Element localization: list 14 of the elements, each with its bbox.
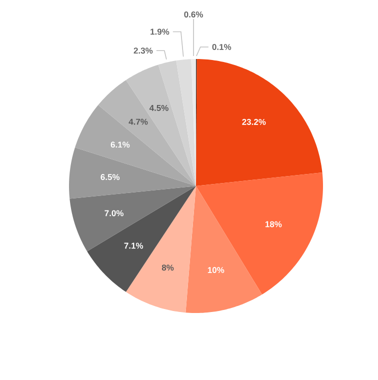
- data-label: 10%: [208, 267, 224, 274]
- data-label: 7.1%: [124, 242, 144, 249]
- data-label: 7.0%: [104, 210, 124, 216]
- data-label: 4.7%: [128, 118, 148, 125]
- data-label: 23.2%: [242, 118, 266, 125]
- data-label: 6.1%: [110, 142, 130, 148]
- data-label: 0.1%: [212, 44, 232, 50]
- data-label: 1.9%: [150, 28, 170, 35]
- data-label: 18%: [265, 221, 282, 228]
- data-label: 6.5%: [100, 174, 120, 180]
- data-label: 4.5%: [149, 104, 168, 111]
- data-label: 0.6%: [184, 11, 204, 18]
- data-label: 2.3%: [134, 48, 153, 54]
- data-label: 8%: [162, 264, 174, 271]
